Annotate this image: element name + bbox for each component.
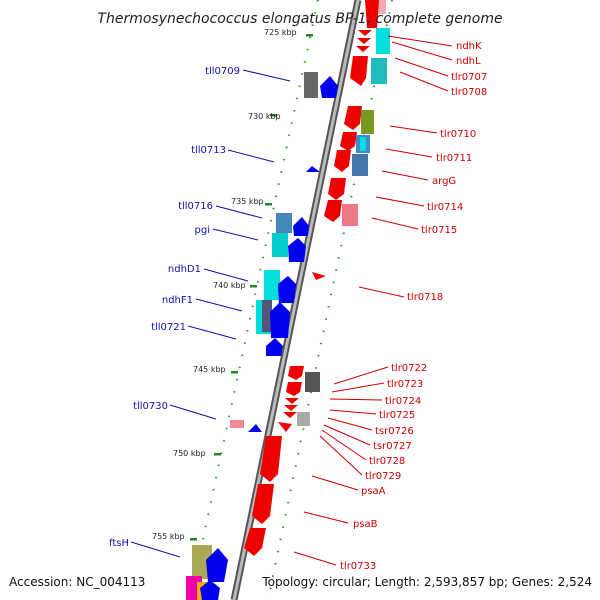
gene-label-tlr0714: tlr0714 [427, 202, 463, 213]
accession-text: Accession: NC_004113 [9, 575, 145, 589]
gene-box [371, 58, 387, 84]
gene-arrow [248, 424, 262, 432]
gene-arrow [320, 76, 338, 98]
forward-strand-genes [244, 0, 390, 556]
gene-box [304, 72, 318, 98]
gene-arrow [285, 398, 299, 404]
gene-label-psaB: psaB [353, 519, 378, 530]
gene-arrow [288, 238, 306, 262]
gene-label-tlr0725: tlr0725 [379, 410, 415, 421]
gene-arrow [252, 484, 274, 524]
gene-arrow [266, 338, 283, 356]
gene-label-tlr0728: tlr0728 [369, 456, 405, 467]
genome-backbone [230, 0, 362, 600]
gene-label-tsr0726: tsr0726 [375, 426, 414, 437]
gene-arrow [356, 46, 370, 52]
gene-arrow [286, 382, 302, 396]
gene-label-tlr0707: tlr0707 [451, 72, 487, 83]
gene-label-tll0716: tll0716 [178, 201, 213, 212]
gene-arrow [293, 217, 309, 236]
gene-box [230, 420, 244, 428]
left-gene-labels: tll0709 tll0713 tll0716 pgi ndhD1 ndhF1 … [109, 66, 240, 549]
gene-label-tlr0722: tlr0722 [391, 363, 427, 374]
gene-arrow [306, 166, 320, 172]
gene-arrow [278, 422, 292, 432]
gene-arrow [244, 528, 266, 556]
scale-tick-755: 755 kbp [152, 532, 185, 541]
gene-label-ndhK: ndhK [456, 41, 482, 52]
gene-label-tlr0724: tlr0724 [385, 396, 421, 407]
gene-label-tlr0718: tlr0718 [407, 292, 443, 303]
gene-label-ndhF1: ndhF1 [162, 295, 193, 306]
scale-tick-750: 750 kbp [173, 449, 206, 458]
gene-label-tlr0723: tlr0723 [387, 379, 423, 390]
scale-tick-745: 745 kbp [193, 365, 226, 374]
gene-box [360, 137, 366, 151]
gene-arrow [344, 106, 362, 130]
gene-box [361, 110, 374, 134]
reverse-strand-genes [186, 72, 338, 600]
gene-box [342, 204, 358, 226]
scale-tick-725: 725 kbp [264, 28, 297, 37]
gene-label-tlr0710: tlr0710 [440, 129, 476, 140]
gene-box [272, 233, 288, 257]
scale-tick-labels: 725 kbp 730 kbp 735 kbp 740 kbp 745 kbp … [152, 28, 297, 541]
gene-arrow [350, 56, 368, 86]
gene-arrow [365, 0, 379, 28]
gene-arrow [283, 412, 297, 418]
gene-label-argG: argG [432, 176, 456, 187]
map-title: Thermosynechococcus elongatus BP-1, comp… [97, 11, 502, 27]
gene-label-tlr0733: tlr0733 [340, 561, 376, 572]
gene-arrow [284, 405, 298, 411]
gene-label-tll0730: tll0730 [133, 401, 168, 412]
gene-arrow [312, 272, 326, 280]
gene-label-tlr0711: tlr0711 [436, 153, 472, 164]
gene-label-tlr0715: tlr0715 [421, 225, 457, 236]
gene-arrow [260, 436, 282, 482]
topology-text: Topology: circular; Length: 2,593,857 bp… [261, 575, 592, 589]
gene-label-tll0709: tll0709 [205, 66, 240, 77]
scale-tick-735: 735 kbp [231, 197, 264, 206]
gene-label-tlr0729: tlr0729 [365, 471, 401, 482]
gene-arrow [324, 200, 342, 222]
gene-arrow [340, 132, 357, 151]
gene-label-psaA: psaA [361, 486, 386, 497]
gene-label-tll0713: tll0713 [191, 145, 226, 156]
gene-label-ndhL: ndhL [456, 56, 481, 67]
gene-arrow [200, 580, 220, 600]
scale-tick-marks [190, 34, 313, 541]
gene-arrow [334, 150, 351, 172]
gene-label-ndhD1: ndhD1 [168, 264, 201, 275]
scale-tick-730: 730 kbp [248, 112, 281, 121]
gene-box [352, 154, 368, 176]
gene-box [305, 372, 320, 392]
gene-box [297, 412, 310, 426]
gene-arrow [357, 38, 371, 44]
scale-tick-740: 740 kbp [213, 281, 246, 290]
gene-arrow [358, 30, 372, 36]
right-gene-labels: ndhK ndhL tlr0707 tlr0708 tlr0710 tlr071… [340, 41, 487, 572]
right-leader-lines [293, 35, 453, 566]
gene-arrow [206, 548, 228, 582]
gene-arrow [278, 276, 296, 303]
gene-arrow [270, 302, 290, 338]
gene-arrow [288, 366, 304, 380]
gene-label-tll0721: tll0721 [151, 322, 186, 333]
gene-arrow [328, 178, 346, 200]
gene-box [264, 270, 280, 300]
gene-label-pgi: pgi [195, 225, 210, 236]
gene-box [376, 28, 390, 54]
gene-box [276, 213, 292, 233]
gene-label-tsr0727: tsr0727 [373, 441, 412, 452]
gene-label-tlr0708: tlr0708 [451, 87, 487, 98]
gene-label-ftsH: ftsH [109, 538, 129, 549]
gene-box [262, 300, 272, 332]
left-leader-lines [130, 69, 291, 558]
